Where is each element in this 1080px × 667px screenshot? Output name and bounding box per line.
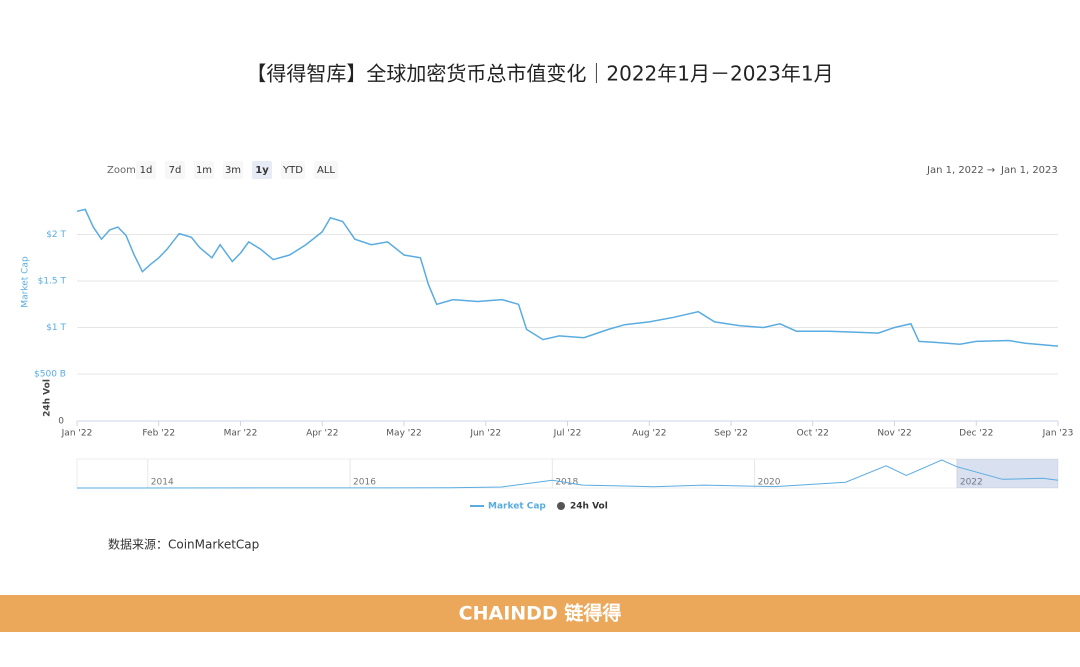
zoom-button[interactable] xyxy=(252,161,272,179)
x-tick-label: Jan '22 xyxy=(61,429,93,439)
x-tick-label: Aug '22 xyxy=(632,429,666,439)
x-tick-label: Feb '22 xyxy=(142,429,175,439)
x-tick-label: Sep '22 xyxy=(714,429,748,439)
y-tick-label: $1.5 T xyxy=(38,277,67,287)
zoom-button[interactable] xyxy=(165,161,185,179)
x-tick-label: Oct '22 xyxy=(797,429,829,439)
zoom-button-label[interactable]: 1y xyxy=(255,165,269,176)
y-tick-label: $1 T xyxy=(46,323,66,333)
zoom-button-label[interactable]: 3m xyxy=(225,165,241,176)
x-tick-label: Jan '23 xyxy=(1042,429,1074,439)
zoom-button[interactable] xyxy=(223,161,243,179)
y-axis-label: Market Cap xyxy=(21,256,31,308)
legend-label: Market Cap xyxy=(488,502,546,512)
y-tick-label: $2 T xyxy=(46,230,66,240)
zoom-button[interactable] xyxy=(194,161,214,179)
navigator-tick-label: 2016 xyxy=(353,478,376,488)
zoom-button[interactable] xyxy=(136,161,156,179)
legend-swatch xyxy=(557,502,565,510)
range-to: Jan 1, 2023 xyxy=(1000,165,1058,176)
legend-label: 24h Vol xyxy=(570,502,608,512)
zoom-button-label[interactable]: ALL xyxy=(317,165,335,176)
y-tick-label: $500 B xyxy=(34,370,66,380)
range-from: Jan 1, 2022 xyxy=(926,165,984,176)
footer-brand: CHAINDD 链得得 xyxy=(459,602,622,625)
navigator-frame xyxy=(76,458,1059,489)
navigator-tick-label: 2014 xyxy=(151,478,174,488)
zoom-button[interactable] xyxy=(281,161,305,179)
market-cap-line xyxy=(76,208,1059,347)
chart-title: 【得得智库】全球加密货币总市值变化｜2022年1月－2023年1月 xyxy=(246,62,833,86)
navigator-selection[interactable] xyxy=(956,459,1058,488)
x-tick-label: May '22 xyxy=(386,429,421,439)
range-separator: → xyxy=(987,165,995,176)
navigator-tick-label: 2020 xyxy=(758,478,781,488)
navigator-tick-label: 2022 xyxy=(960,478,983,488)
footer-band xyxy=(0,595,1080,632)
x-tick-label: Mar '22 xyxy=(224,429,258,439)
volume-axis-label: 24h Vol xyxy=(43,379,53,417)
x-tick-label: Jun '22 xyxy=(469,429,501,439)
zoom-button[interactable] xyxy=(314,161,338,179)
x-tick-label: Apr '22 xyxy=(306,429,338,439)
zoom-button-label[interactable]: 7d xyxy=(169,165,182,176)
navigator-line xyxy=(76,459,1059,489)
zoom-button-label[interactable]: 1d xyxy=(140,165,153,176)
x-tick-label: Jul '22 xyxy=(553,429,582,439)
volume-tick-label: 0 xyxy=(58,417,64,427)
zoom-button-label[interactable]: 1m xyxy=(196,165,212,176)
zoom-label: Zoom xyxy=(107,165,136,176)
source-note: 数据来源：CoinMarketCap xyxy=(108,537,259,552)
x-tick-label: Nov '22 xyxy=(877,429,911,439)
x-tick-label: Dec '22 xyxy=(959,429,993,439)
zoom-button-label[interactable]: YTD xyxy=(282,165,303,176)
